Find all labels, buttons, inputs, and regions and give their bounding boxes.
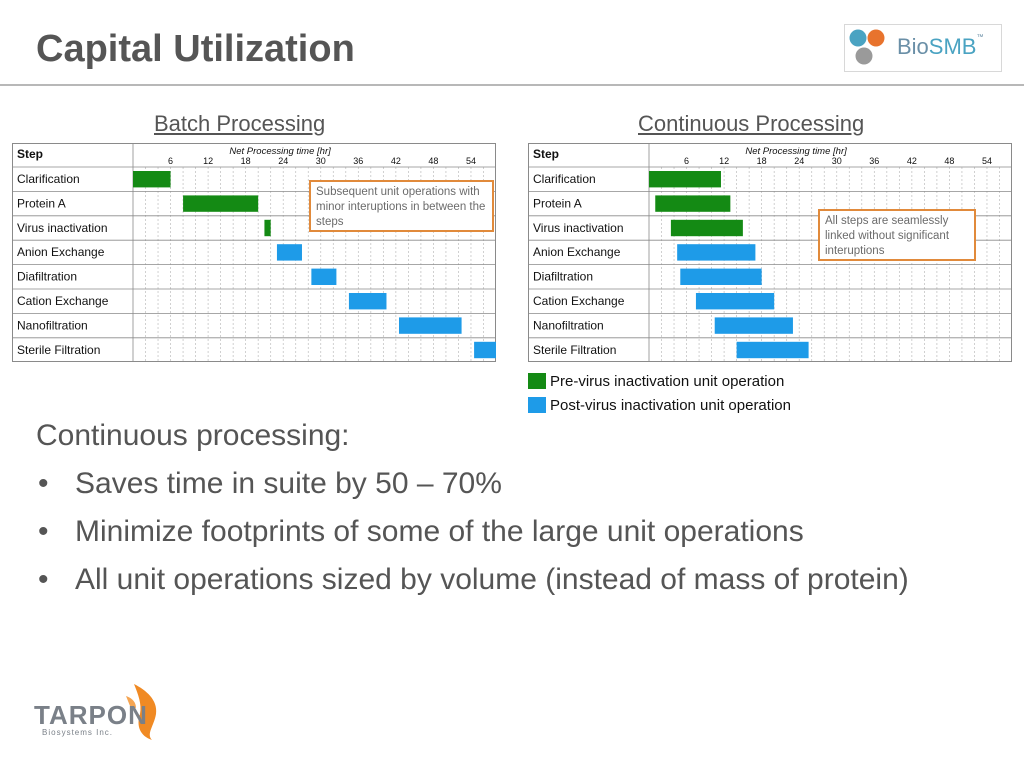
legend-label-post-virus: Post-virus inactivation unit operation xyxy=(550,396,791,414)
step-label: Nanofiltration xyxy=(533,318,604,332)
x-tick-label: 36 xyxy=(353,156,363,166)
legend-item-post-virus: Post-virus inactivation unit operation xyxy=(528,393,791,417)
task-bar xyxy=(348,293,387,310)
continuous-annotation: All steps are seamlessly linked without … xyxy=(818,209,976,261)
slide-title: Capital Utilization xyxy=(36,28,355,70)
step-label: Sterile Filtration xyxy=(17,343,100,357)
step-label: Diafiltration xyxy=(533,270,593,284)
x-tick-label: 36 xyxy=(869,156,879,166)
task-bar xyxy=(649,171,721,188)
logo-trademark: ™ xyxy=(976,34,984,41)
step-label: Virus inactivation xyxy=(17,221,108,235)
task-bar xyxy=(695,293,775,310)
bullet-text: All unit operations sized by volume (ins… xyxy=(75,563,909,596)
task-bar xyxy=(264,219,271,237)
x-tick-label: 48 xyxy=(944,156,954,166)
step-label: Clarification xyxy=(17,172,80,186)
x-tick-label: 18 xyxy=(757,156,767,166)
x-tick-label: 24 xyxy=(278,156,288,166)
gantt-svg: Step Net Processing time [hr] 6 12 18 24 30 36 4… xyxy=(12,143,496,363)
logo-text-regular: Bio xyxy=(897,34,929,59)
step-label: Clarification xyxy=(533,172,596,186)
biosmb-logo-text: BioSMB™ xyxy=(897,34,983,60)
biosmb-logo-icon xyxy=(849,29,885,65)
bullet-text: Saves time in suite by 50 – 70% xyxy=(75,467,502,500)
tarpon-fish-icon xyxy=(126,684,157,740)
x-tick-label: 54 xyxy=(466,156,476,166)
task-bar xyxy=(714,317,793,334)
table-header-step: Step xyxy=(17,147,43,161)
legend-item-pre-virus: Pre-virus inactivation unit operation xyxy=(528,369,791,393)
logo-dot-blue xyxy=(849,29,867,47)
title-divider xyxy=(0,84,1024,86)
x-tick-label: 54 xyxy=(982,156,992,166)
task-bar xyxy=(680,268,762,285)
legend-swatch-pre-virus xyxy=(528,373,546,389)
task-bar xyxy=(311,268,337,285)
step-label: Nanofiltration xyxy=(17,318,88,332)
x-tick-label: 30 xyxy=(832,156,842,166)
logo-text-bold: SMB xyxy=(928,34,977,59)
x-tick-label: 12 xyxy=(203,156,213,166)
task-bar xyxy=(133,171,171,188)
batch-annotation: Subsequent unit operations with minor in… xyxy=(309,180,494,232)
x-tick-label: 24 xyxy=(794,156,804,166)
batch-gantt-chart: Step Net Processing time [hr] 6 12 18 24 30 36 4… xyxy=(12,143,496,367)
x-tick-label: 42 xyxy=(907,156,917,166)
bullet-glyph: • xyxy=(38,563,49,596)
step-label: Virus inactivation xyxy=(533,221,624,235)
table-header-step: Step xyxy=(533,147,559,161)
step-label: Anion Exchange xyxy=(533,245,621,259)
bullet-list: • Saves time in suite by 50 – 70% • Minimi… xyxy=(36,464,936,600)
step-label: Sterile Filtration xyxy=(533,343,616,357)
legend-swatch-post-virus xyxy=(528,397,546,413)
x-tick-label: 48 xyxy=(428,156,438,166)
task-bar xyxy=(398,317,462,334)
x-tick-label: 18 xyxy=(241,156,251,166)
task-bar xyxy=(677,244,756,261)
x-tick-label: 6 xyxy=(168,156,173,166)
x-tick-label: 12 xyxy=(719,156,729,166)
x-axis-title: Net Processing time [hr] xyxy=(229,146,331,157)
body-text: Continuous processing: • Saves time in su… xyxy=(36,416,936,608)
task-bar xyxy=(183,195,259,212)
step-label: Cation Exchange xyxy=(17,294,109,308)
step-label: Cation Exchange xyxy=(533,294,625,308)
tarpon-logo-text: TARPON xyxy=(34,700,148,730)
bullet-text: Minimize footprints of some of the large… xyxy=(75,515,804,548)
step-label: Diafiltration xyxy=(17,270,77,284)
tarpon-logo-tagline: Biosystems Inc. xyxy=(42,728,114,737)
x-tick-label: 42 xyxy=(391,156,401,166)
logo-dot-orange xyxy=(867,29,885,47)
task-bar xyxy=(670,219,743,237)
logo-dot-gray xyxy=(855,47,873,65)
chart-legend: Pre-virus inactivation unit operation Po… xyxy=(528,369,791,417)
bullet-item: • All unit operations sized by volume (in… xyxy=(36,560,936,600)
task-bar xyxy=(655,195,731,212)
task-bar xyxy=(474,341,496,359)
bullet-item: • Minimize footprints of some of the larg… xyxy=(36,512,936,552)
bullet-glyph: • xyxy=(38,467,49,500)
batch-chart-title: Batch Processing xyxy=(154,111,326,136)
continuous-chart-title: Continuous Processing xyxy=(638,111,865,136)
step-label: Protein A xyxy=(17,196,66,210)
x-tick-label: 30 xyxy=(316,156,326,166)
bullet-item: • Saves time in suite by 50 – 70% xyxy=(36,464,936,504)
legend-label-pre-virus: Pre-virus inactivation unit operation xyxy=(550,372,785,390)
tarpon-logo: TARPON Biosystems Inc. xyxy=(34,682,169,742)
task-bar xyxy=(276,244,302,261)
step-label: Anion Exchange xyxy=(17,245,105,259)
step-label: Protein A xyxy=(533,196,582,210)
biosmb-logo: BioSMB™ xyxy=(844,24,1002,72)
task-bar xyxy=(736,341,809,359)
bullet-glyph: • xyxy=(38,515,49,548)
body-lead: Continuous processing: xyxy=(36,419,350,452)
x-axis-title: Net Processing time [hr] xyxy=(745,146,847,157)
x-tick-label: 6 xyxy=(684,156,689,166)
